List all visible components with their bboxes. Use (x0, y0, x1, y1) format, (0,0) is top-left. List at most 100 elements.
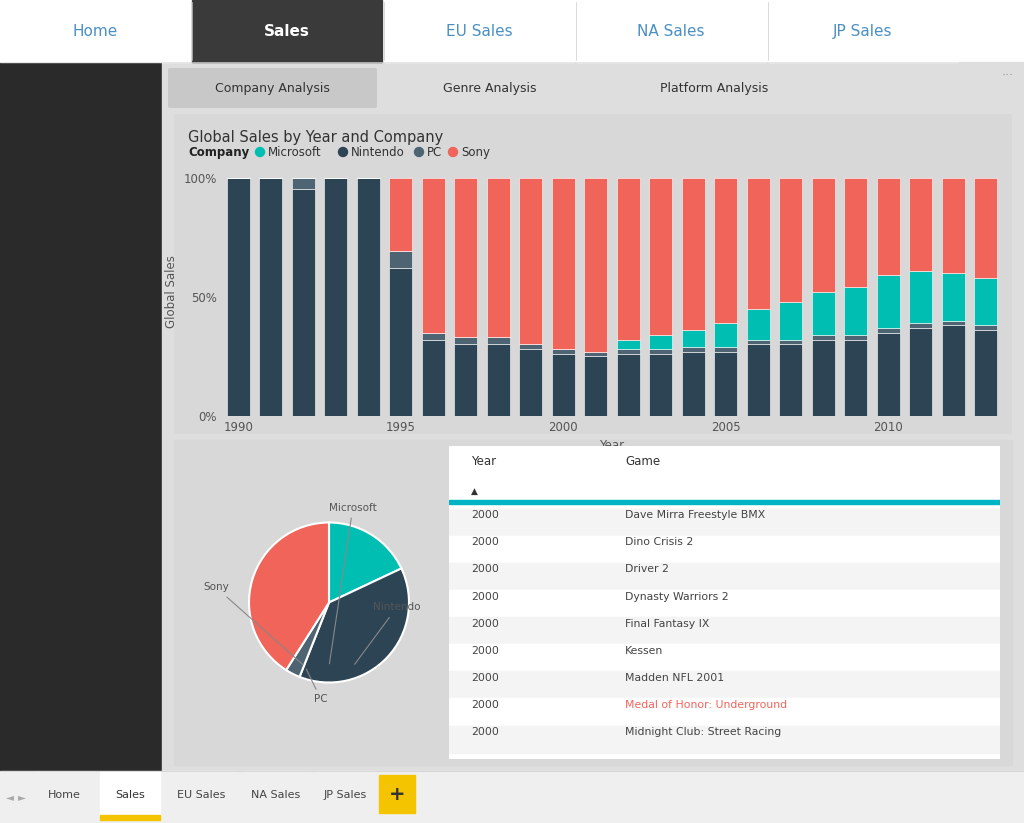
Bar (0, 0, 1024, 62)
Bar (779, 340, 803, 345)
Circle shape (256, 147, 264, 156)
Text: PC: PC (306, 669, 328, 704)
Circle shape (449, 147, 458, 156)
Bar (167, 772, 234, 818)
FancyBboxPatch shape (385, 68, 594, 108)
Bar (292, 189, 315, 416)
FancyBboxPatch shape (168, 68, 377, 108)
Bar (422, 340, 445, 416)
Text: 2000: 2000 (471, 673, 499, 683)
Text: EU Sales: EU Sales (445, 24, 512, 39)
Bar (649, 335, 673, 349)
Bar (292, 178, 315, 189)
Bar (844, 335, 867, 340)
Text: 2000: 2000 (471, 510, 499, 520)
Bar (422, 332, 445, 340)
Bar (877, 328, 900, 332)
Wedge shape (249, 523, 329, 670)
Text: Sales: Sales (115, 790, 144, 800)
Bar (575, 0, 766, 62)
Bar (389, 268, 413, 416)
Bar (100, 815, 160, 820)
Text: Game: Game (626, 455, 660, 468)
Bar (0, 62, 162, 823)
Bar (384, 0, 574, 62)
Bar (877, 276, 900, 328)
Bar (714, 323, 737, 346)
Bar (259, 178, 283, 416)
Text: Madden NFL 2001: Madden NFL 2001 (626, 673, 724, 683)
Text: Sony: Sony (203, 583, 303, 665)
Bar (0, 771, 1024, 823)
Bar (389, 252, 413, 268)
Bar (812, 340, 835, 416)
Text: Nintendo: Nintendo (354, 602, 421, 664)
Bar (616, 349, 640, 354)
Bar (422, 178, 445, 332)
Bar (844, 287, 867, 335)
Bar (812, 178, 835, 292)
Bar (974, 325, 997, 330)
Text: ►: ► (18, 792, 26, 802)
Text: Global Sales by Year and Company: Global Sales by Year and Company (188, 130, 443, 145)
Text: Dino Crisis 2: Dino Crisis 2 (626, 537, 693, 547)
Bar (193, 0, 382, 62)
Bar (714, 351, 737, 416)
Bar (315, 772, 375, 818)
Text: ▲: ▲ (471, 486, 478, 495)
Bar (682, 178, 705, 330)
Bar (844, 340, 867, 416)
Text: ◄: ◄ (6, 792, 14, 802)
Bar (746, 340, 770, 345)
Text: 2000: 2000 (471, 619, 499, 629)
Bar (974, 277, 997, 325)
Bar (449, 500, 1000, 504)
Text: Dave Mirra Freestyle BMX: Dave Mirra Freestyle BMX (626, 510, 766, 520)
Bar (649, 354, 673, 416)
Bar (941, 178, 965, 273)
Bar (454, 178, 477, 337)
FancyBboxPatch shape (610, 68, 819, 108)
Text: NA Sales: NA Sales (251, 790, 301, 800)
Bar (909, 178, 933, 271)
Bar (449, 644, 1000, 672)
Text: Company Analysis: Company Analysis (215, 81, 330, 95)
Bar (552, 349, 574, 354)
Bar (449, 536, 1000, 563)
Bar (812, 292, 835, 335)
Bar (616, 340, 640, 349)
Bar (324, 178, 347, 416)
Text: 2000: 2000 (471, 728, 499, 737)
Text: Driver 2: Driver 2 (626, 565, 670, 574)
Text: JP Sales: JP Sales (834, 24, 893, 39)
Y-axis label: Global Sales: Global Sales (165, 256, 178, 328)
Circle shape (339, 147, 347, 156)
Wedge shape (286, 602, 329, 677)
Bar (877, 178, 900, 276)
Bar (486, 345, 510, 416)
Bar (486, 178, 510, 337)
Bar (454, 337, 477, 345)
Bar (746, 345, 770, 416)
Bar (174, 114, 1012, 434)
Bar (844, 178, 867, 287)
Bar (714, 178, 737, 323)
Bar (974, 330, 997, 416)
Text: Sony: Sony (461, 146, 490, 159)
Text: Final Fantasy IX: Final Fantasy IX (626, 619, 710, 629)
Text: 2000: 2000 (471, 565, 499, 574)
Text: Home: Home (73, 24, 118, 39)
Bar (519, 345, 543, 349)
Circle shape (415, 147, 424, 156)
Bar (746, 178, 770, 309)
Bar (746, 309, 770, 340)
Bar (0, 0, 190, 62)
Wedge shape (300, 569, 409, 682)
Text: 2000: 2000 (471, 537, 499, 547)
Text: Kessen: Kessen (626, 646, 664, 656)
Bar (616, 178, 640, 340)
Text: 2000: 2000 (471, 592, 499, 602)
Bar (584, 178, 607, 351)
Bar (974, 178, 997, 277)
Text: Year: Year (471, 455, 497, 468)
